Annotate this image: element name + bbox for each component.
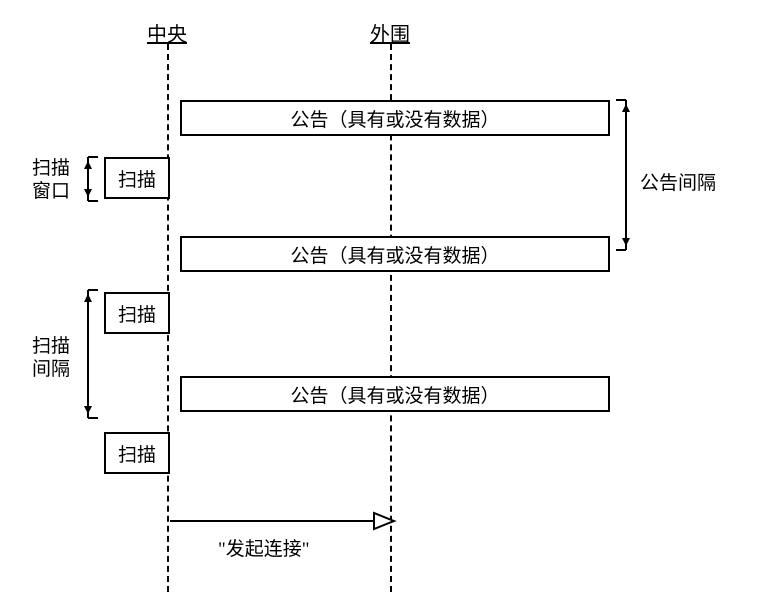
announcement-label-3: 公告（具有或没有数据）: [290, 381, 499, 408]
label-scan-window: 扫描 窗口: [32, 158, 70, 204]
connect-arrow-label: "发起连接": [218, 534, 310, 561]
connect-arrow: [168, 510, 398, 532]
scan-label-3: 扫描: [118, 440, 156, 467]
label-announce-interval: 公告间隔: [640, 168, 716, 195]
header-central: 中央: [147, 18, 187, 47]
scan-label-2: 扫描: [118, 300, 156, 327]
scan-label-1: 扫描: [118, 165, 156, 192]
bracket-scan-window: [78, 155, 100, 203]
header-peripheral: 外围: [370, 18, 410, 47]
announcement-box-1: 公告（具有或没有数据）: [180, 100, 610, 136]
scan-box-3: 扫描: [104, 432, 170, 474]
announcement-box-2: 公告（具有或没有数据）: [180, 236, 610, 272]
announcement-box-3: 公告（具有或没有数据）: [180, 376, 610, 412]
bracket-scan-interval: [78, 288, 100, 420]
announcement-label-1: 公告（具有或没有数据）: [290, 105, 499, 132]
sequence-diagram: 中央 外围 公告（具有或没有数据） 公告（具有或没有数据） 公告（具有或没有数据…: [0, 0, 770, 610]
label-scan-interval: 扫描 间隔: [32, 336, 70, 382]
scan-box-1: 扫描: [104, 157, 170, 199]
bracket-announce-interval: [614, 98, 636, 252]
announcement-label-2: 公告（具有或没有数据）: [290, 241, 499, 268]
scan-box-2: 扫描: [104, 292, 170, 334]
